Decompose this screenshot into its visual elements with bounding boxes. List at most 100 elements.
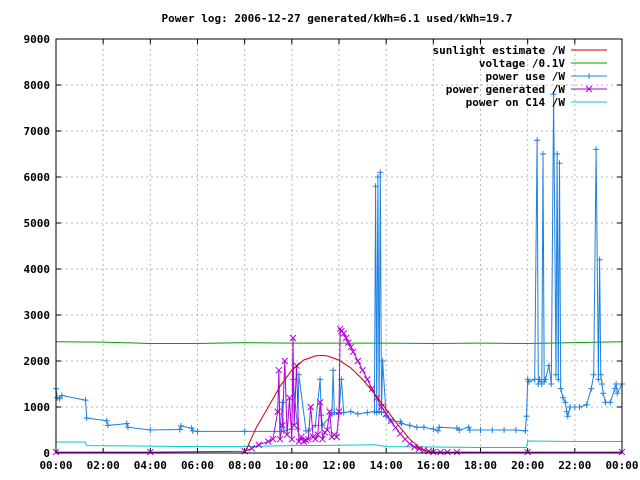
data-point-x <box>316 399 324 406</box>
data-point-plus <box>534 137 541 144</box>
data-point-plus <box>525 378 532 385</box>
x-tick-label: 22:00 <box>558 459 591 472</box>
data-point-plus <box>560 394 567 401</box>
data-point-plus <box>523 413 530 420</box>
x-tick-label: 00:00 <box>39 459 72 472</box>
data-point-plus <box>477 427 484 433</box>
legend-label: power on C14 /W <box>466 96 566 109</box>
data-point-x <box>323 426 331 434</box>
data-point-plus <box>597 371 604 378</box>
data-point-plus <box>82 397 89 404</box>
data-point-x <box>333 433 340 441</box>
x-tick-label: 16:00 <box>417 459 450 472</box>
x-tick-label: 20:00 <box>511 459 544 472</box>
x-tick-label: 08:00 <box>228 459 261 472</box>
data-point-plus <box>379 358 386 364</box>
data-point-x <box>326 408 333 415</box>
data-point-plus <box>598 381 605 387</box>
data-point-x <box>288 435 296 443</box>
data-point-x <box>406 440 414 448</box>
data-point-plus <box>556 160 563 167</box>
data-point-plus <box>536 376 543 383</box>
x-tick-label: 04:00 <box>134 459 167 472</box>
data-point-plus <box>354 410 361 417</box>
y-tick-label: 8000 <box>24 79 51 92</box>
data-point-x <box>347 343 355 351</box>
data-point-plus <box>364 409 371 416</box>
data-point-x <box>304 435 312 443</box>
x-tick-label: 02:00 <box>87 459 120 472</box>
data-point-x <box>248 445 256 452</box>
data-point-plus <box>177 422 184 429</box>
data-point-plus <box>279 399 286 406</box>
data-point-plus <box>124 424 131 431</box>
data-point-x <box>295 438 303 445</box>
data-point-x <box>255 441 263 449</box>
data-point-x <box>444 448 451 456</box>
data-point-plus <box>600 390 607 397</box>
data-point-x <box>269 435 277 443</box>
y-tick-label: 1000 <box>24 401 51 414</box>
data-point-x <box>453 448 461 456</box>
data-point-plus <box>554 151 561 157</box>
data-point-plus <box>331 409 338 416</box>
data-point-plus <box>420 424 427 431</box>
data-point-plus <box>613 381 620 387</box>
data-point-plus <box>123 420 130 427</box>
data-point-plus <box>83 415 90 422</box>
data-point-plus <box>465 424 472 431</box>
data-point-x <box>342 334 350 342</box>
data-point-plus <box>413 424 420 431</box>
data-point-plus <box>372 183 379 190</box>
series-line <box>55 341 623 345</box>
data-point-x <box>297 433 305 441</box>
data-point-x <box>354 357 362 365</box>
data-point-plus <box>347 408 354 415</box>
data-point-plus <box>378 409 385 416</box>
data-point-plus <box>596 256 603 263</box>
data-point-plus <box>552 371 559 378</box>
data-point-plus <box>435 427 442 434</box>
data-point-plus <box>374 174 381 180</box>
data-point-x <box>415 445 423 453</box>
data-point-x <box>392 424 399 432</box>
data-point-plus <box>539 151 546 157</box>
data-point-plus <box>590 371 597 378</box>
y-tick-label: 3000 <box>24 309 51 322</box>
data-point-plus <box>557 385 564 392</box>
data-point-plus <box>58 392 65 399</box>
data-point-plus <box>593 146 600 153</box>
data-point-x <box>349 348 357 356</box>
x-tick-label: 14:00 <box>370 459 403 472</box>
data-point-plus <box>436 424 443 431</box>
x-tick-label: 18:00 <box>464 459 497 472</box>
data-point-plus <box>103 417 110 424</box>
data-point-plus <box>377 169 384 176</box>
data-point-plus <box>611 385 618 392</box>
data-point-x <box>340 330 348 337</box>
series-4 <box>56 440 622 448</box>
x-tick-label: 00:00 <box>605 459 638 472</box>
data-point-x <box>275 366 283 374</box>
data-point-plus <box>330 367 337 374</box>
data-point-x <box>302 436 310 444</box>
x-tick-label: 12:00 <box>322 459 355 472</box>
plot-frame <box>55 38 623 454</box>
y-tick-label: 9000 <box>24 33 51 46</box>
data-point-plus <box>398 420 405 427</box>
data-point-x <box>437 448 444 456</box>
data-point-plus <box>564 413 571 420</box>
data-point-plus <box>545 362 552 369</box>
data-point-x <box>276 435 284 443</box>
data-point-plus <box>317 376 324 383</box>
data-point-plus <box>194 428 201 435</box>
data-point-x <box>290 422 298 429</box>
y-tick-label: 7000 <box>24 125 51 138</box>
data-point-plus <box>576 404 583 410</box>
data-point-x <box>279 422 286 429</box>
data-point-x <box>524 448 532 456</box>
y-tick-label: 2000 <box>24 355 51 368</box>
data-point-x <box>281 357 289 365</box>
data-point-plus <box>147 427 154 433</box>
